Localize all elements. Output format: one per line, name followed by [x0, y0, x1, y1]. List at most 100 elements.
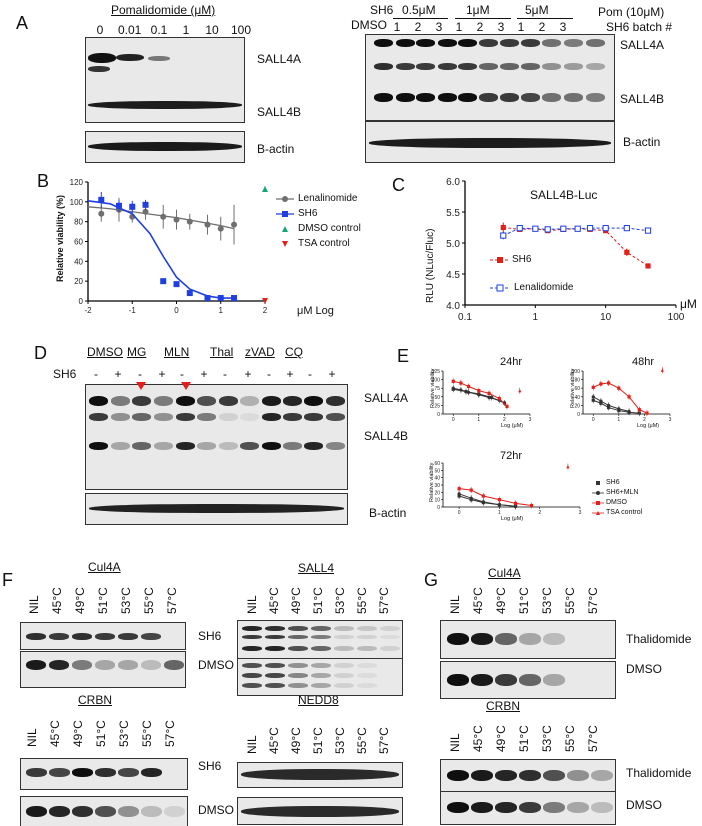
g-row-label-1: Thalidomide — [626, 632, 692, 646]
chart-c-xtick-label: 0.1 — [458, 312, 472, 323]
chart-c-point — [532, 225, 539, 232]
g-cul4a-band — [543, 633, 565, 645]
sall4-band — [357, 663, 377, 668]
legend-b-marker — [282, 211, 288, 217]
legend-b-label-3: TSA control — [298, 238, 350, 249]
d-mid-band — [304, 413, 323, 421]
legend-e-marker — [596, 501, 600, 505]
chart-b-point — [173, 216, 180, 223]
d-mid-band — [132, 413, 151, 421]
chart-c-point — [500, 224, 506, 231]
sall4-band — [334, 626, 354, 631]
d-sall4a-band — [326, 396, 345, 406]
chart-e-xtick-label: 0 — [592, 417, 595, 423]
pom-dose-0: 0 — [96, 23, 104, 37]
legend-e-label-3: TSA control — [606, 509, 643, 516]
chart-e-point — [530, 503, 534, 508]
chart-e-point — [566, 465, 570, 469]
chart-e-point — [487, 395, 491, 400]
blot-f-crbn-sh6 — [20, 758, 188, 790]
chart-c-title: SALL4B-Luc — [530, 188, 598, 202]
dmso-label-a: DMSO — [351, 18, 387, 32]
sall4-band — [242, 635, 262, 639]
batch-num-4: 2 — [476, 20, 484, 34]
d-mid-band — [89, 413, 108, 421]
sall4-band — [242, 626, 262, 631]
sall4-band — [357, 673, 377, 678]
bactin-label-d: B-actin — [369, 506, 407, 520]
chart-e-point — [497, 498, 502, 502]
chart-e-ytick-label: 80 — [574, 378, 580, 384]
sall4-mid-band — [500, 63, 519, 70]
legend-e-symbol-2 — [592, 501, 604, 505]
legend-e-marker — [596, 511, 600, 515]
chart-b-ytick-label: 0 — [79, 297, 84, 306]
batch-num-7: 2 — [538, 20, 546, 34]
chart-e-ytick-label: 60 — [434, 461, 440, 467]
chart-e-ytick-label: 0 — [437, 505, 440, 511]
crbn-band — [164, 806, 185, 817]
legend-c-symbol-0 — [490, 257, 510, 263]
cul4a-band — [26, 660, 46, 670]
cul4a-band — [118, 660, 138, 670]
d-sall4b-band — [197, 442, 216, 450]
legend-b-label-0: Lenalinomide — [298, 193, 358, 204]
g-cul4a-band — [447, 633, 469, 645]
chart-b-point — [142, 201, 149, 208]
chart-e24-xlabel: Log (μM) — [501, 423, 524, 429]
sall4-mid-band — [396, 63, 415, 70]
nedd8-title-f: NEDD8 — [298, 693, 339, 707]
chart-c-point — [516, 225, 523, 232]
chart-e-point — [591, 385, 595, 389]
chart-e72-xlabel: Log (μM) — [501, 516, 524, 522]
chart-e48-xlabel: Log (μM) — [637, 423, 660, 429]
chart-e-point — [505, 404, 509, 409]
chart-b-xtick-label: -1 — [129, 306, 137, 315]
sall4b-band — [479, 93, 498, 102]
sall4-title-f: SALL4 — [298, 561, 335, 575]
d-sall4a-band — [132, 396, 151, 406]
d-mid-band — [111, 413, 130, 421]
red-arrow-icon — [181, 382, 191, 390]
chart-e-point — [451, 386, 455, 390]
chart-e-point — [627, 409, 631, 414]
panel-label-f: F — [2, 570, 13, 590]
group-1: 1μM — [466, 3, 490, 17]
sall4-band — [288, 673, 308, 678]
sall4b-band — [374, 93, 393, 102]
sh6-sign-4: - — [180, 367, 184, 381]
legend-c-label-1: Lenalidomide — [514, 282, 574, 293]
chart-e-xtick-label: 0 — [458, 510, 461, 516]
chart-b-point — [217, 225, 224, 232]
sall4-band — [380, 635, 400, 639]
d-sall4a-band — [219, 396, 238, 406]
chart-e48-title: 48hr — [632, 356, 655, 368]
chart-e-point — [481, 500, 485, 504]
chart-e-point — [481, 494, 485, 498]
chart-e-point — [451, 379, 455, 383]
d-sall4a-band — [89, 396, 108, 406]
bactin-label-a-right: B-actin — [623, 135, 661, 149]
legend-b-symbol-3 — [282, 241, 288, 247]
g-cul4a-band — [495, 633, 517, 645]
cul4a-title-g: Cul4A — [488, 566, 521, 580]
g-crbn-band — [543, 770, 565, 781]
f-row-label-1: SH6 — [198, 629, 222, 643]
d-mid-band — [154, 413, 173, 421]
chart-b-xtick-label: 1 — [219, 306, 224, 315]
sh6-sign-7: + — [244, 367, 252, 381]
blot-d-actin — [85, 493, 348, 525]
sall4-band — [265, 635, 285, 639]
blot-f-cul4a-dmso — [20, 651, 186, 688]
chart-e-point — [599, 382, 603, 386]
d-sall4a-band — [176, 396, 195, 406]
chart-e-point — [591, 395, 595, 399]
d-sall4b-band — [326, 442, 345, 450]
chart-e-ytick-label: 20 — [574, 403, 580, 409]
chart-b-point — [204, 295, 211, 302]
legend-e-marker — [596, 481, 600, 485]
legend-b-label-1: SH6 — [298, 208, 318, 219]
sall4-band — [288, 635, 308, 639]
